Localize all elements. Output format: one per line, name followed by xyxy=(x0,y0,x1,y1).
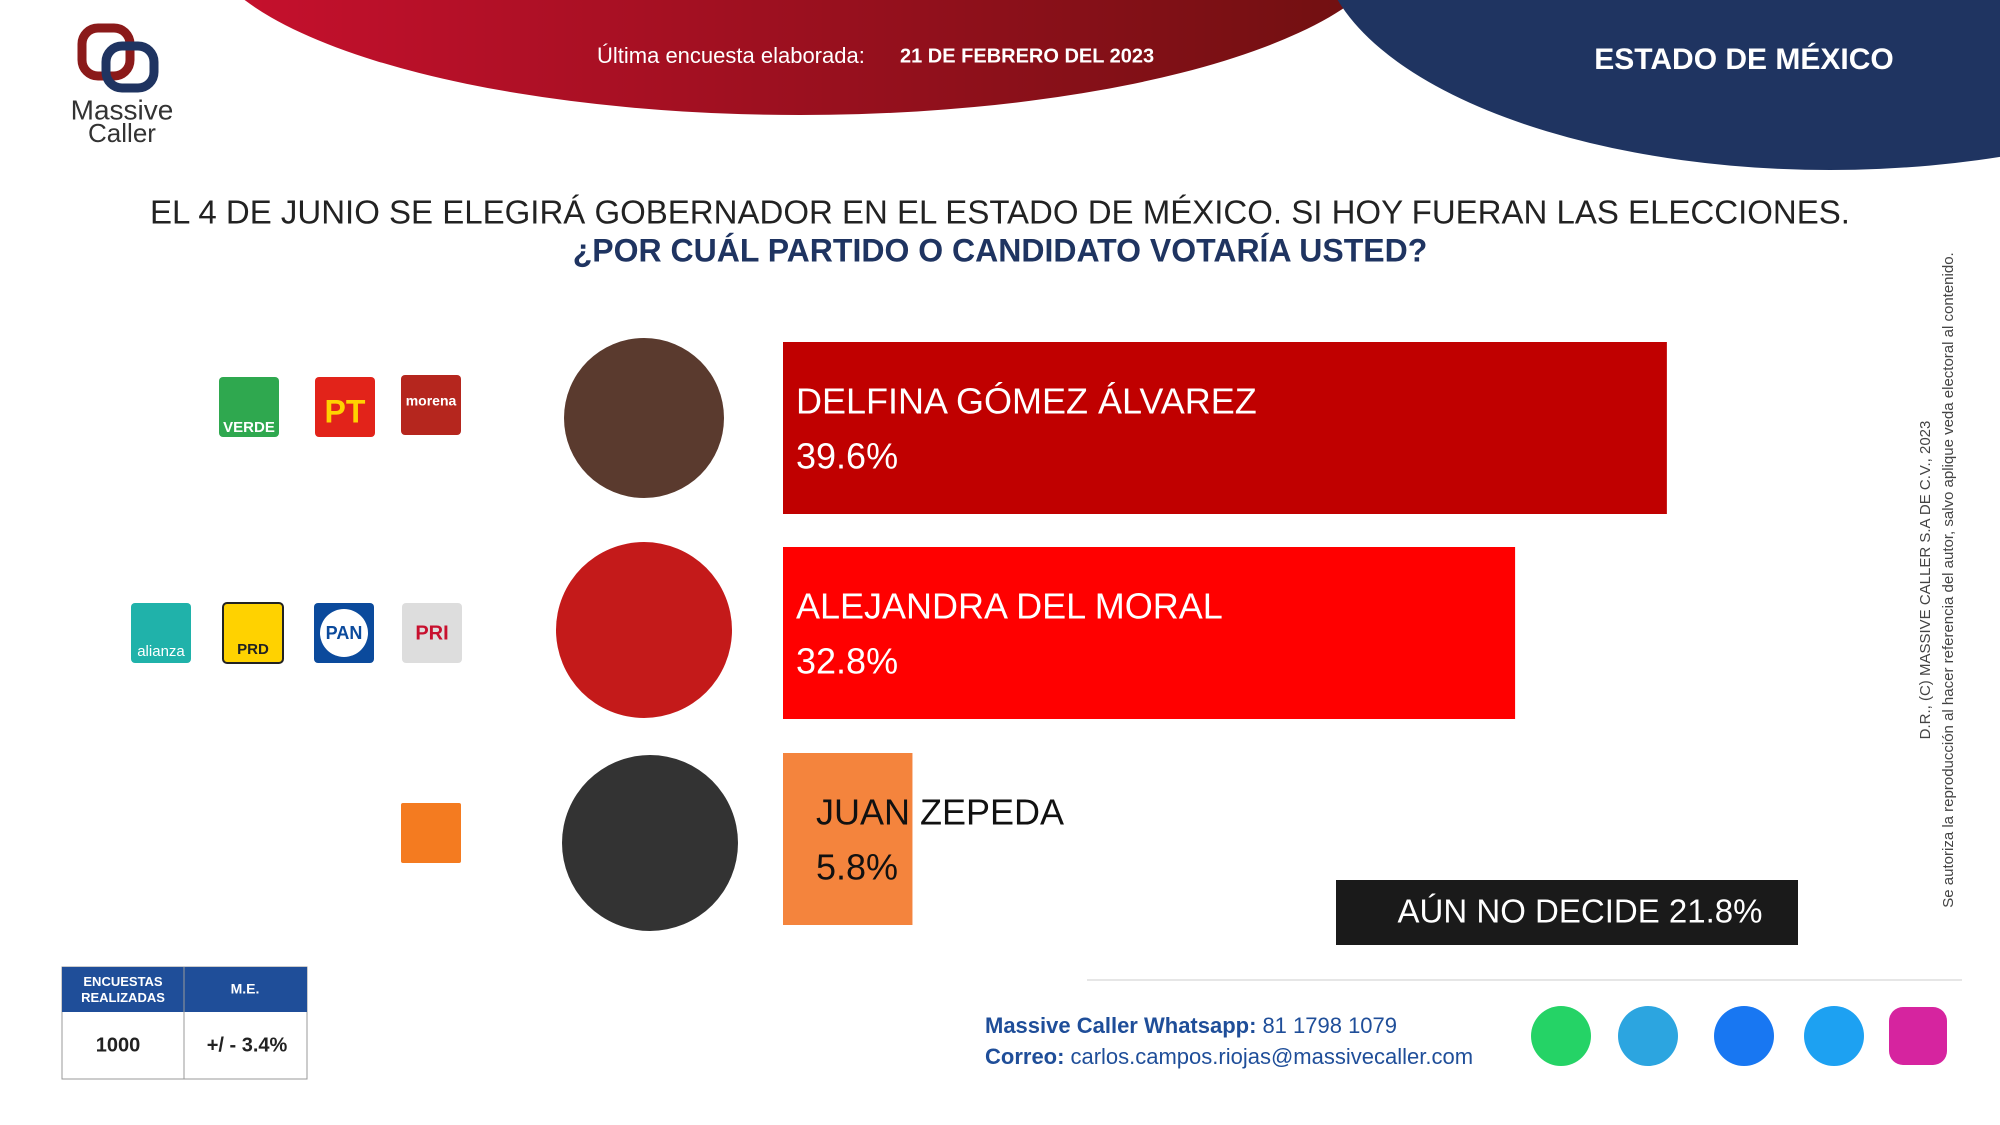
party-logo xyxy=(219,377,279,437)
bar xyxy=(783,753,913,925)
date-label: Última encuesta elaborada: xyxy=(597,43,865,68)
party-name: morena xyxy=(406,393,457,409)
whatsapp-label: Massive Caller Whatsapp: xyxy=(985,1013,1256,1038)
instagram-icon[interactable] xyxy=(1889,1007,1947,1065)
contact-line: Correo: carlos.campos.riojas@massivecalle… xyxy=(985,1044,1473,1069)
table-header-text: M.E. xyxy=(231,981,260,997)
candidate-name: ALEJANDRA DEL MORAL xyxy=(796,586,1223,627)
bar xyxy=(783,342,1667,514)
chart-subtitle: ¿POR CUÁL PARTIDO O CANDIDATO VOTARÍA US… xyxy=(573,232,1428,268)
facebook-icon[interactable] xyxy=(1714,1006,1774,1066)
logo: Massive Caller xyxy=(71,23,174,148)
party-logo xyxy=(401,375,461,435)
telegram-icon[interactable] xyxy=(1618,1006,1678,1066)
table-header-text: ENCUESTAS REALIZADAS xyxy=(81,974,165,1005)
email-label: Correo: xyxy=(985,1044,1064,1069)
bars: DELFINA GÓMEZ ÁLVAREZ 39.6% ALEJANDRA DEL … xyxy=(783,342,1667,925)
candidate-photo xyxy=(564,338,724,498)
party-logo xyxy=(402,603,462,663)
undecided-box xyxy=(1336,880,1798,945)
region: ESTADO DE MÉXICO xyxy=(1594,42,1893,76)
header-arc-red xyxy=(244,0,1356,115)
candidate-photo xyxy=(562,755,738,931)
party-name: PAN xyxy=(326,623,363,643)
social-icons xyxy=(1531,1006,1947,1066)
contact-line: Massive Caller Whatsapp: 81 1798 1079 xyxy=(985,1013,1397,1038)
sample-table: ENCUESTAS REALIZADAS M.E. 1000 +/ - 3.4% xyxy=(61,966,308,1080)
party-logo xyxy=(131,603,191,663)
party-logos: VERDE PT morena alianza PRD PAN PRI xyxy=(131,375,462,863)
party-name: PRD xyxy=(237,641,269,658)
table-header-cell: ENCUESTAS REALIZADAS xyxy=(81,974,165,1005)
party-logo xyxy=(315,377,375,437)
copyright: Se autoriza la reproducción al hacer ref… xyxy=(1940,252,1957,907)
header-arc-navy xyxy=(1337,0,2000,170)
value-label: 32.8% xyxy=(796,641,898,682)
candidate-name: DELFINA GÓMEZ ÁLVAREZ xyxy=(796,381,1257,422)
undecided-label: AÚN NO DECIDE 21.8% xyxy=(1398,893,1763,930)
date: 21 DE FEBRERO DEL 2023 xyxy=(900,45,1154,67)
party-logo xyxy=(222,602,284,664)
whatsapp-icon[interactable] xyxy=(1531,1006,1591,1066)
bar xyxy=(783,547,1516,719)
candidate-photos xyxy=(556,338,738,931)
value-label: 5.8% xyxy=(816,847,898,888)
table-cell: 1000 xyxy=(96,1034,141,1056)
candidate-photo xyxy=(556,542,732,718)
party-name: alianza xyxy=(137,643,185,660)
logo-text: Caller xyxy=(88,118,156,148)
table-cell: +/ - 3.4% xyxy=(207,1034,288,1056)
copyright: D.R., (C) MASSIVE CALLER S.A DE C.V., 20… xyxy=(1917,421,1934,740)
email: carlos.campos.riojas@massivecaller.com xyxy=(1070,1044,1473,1069)
party-name: PT xyxy=(325,393,366,429)
twitter-icon[interactable] xyxy=(1804,1006,1864,1066)
party-name: VERDE xyxy=(223,419,275,436)
party-logo-circle xyxy=(320,609,368,657)
logo-mark xyxy=(101,41,159,93)
party-name: PRI xyxy=(415,622,448,644)
value-label: 39.6% xyxy=(796,436,898,477)
chart-title: EL 4 DE JUNIO SE ELEGIRÁ GOBERNADOR EN E… xyxy=(150,194,1850,231)
party-logo xyxy=(401,803,461,863)
whatsapp: 81 1798 1079 xyxy=(1262,1013,1397,1038)
candidate-name: JUAN ZEPEDA xyxy=(816,792,1064,833)
logo-text: Massive xyxy=(71,94,174,125)
